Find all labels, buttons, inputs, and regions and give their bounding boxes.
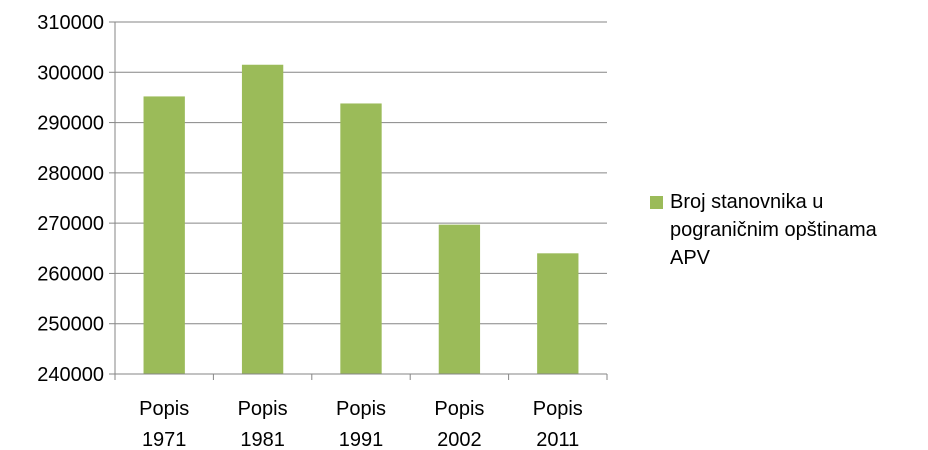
y-tick-label: 280000 (37, 163, 104, 185)
y-tick-label: 300000 (37, 62, 104, 84)
legend-swatch (650, 196, 663, 209)
y-tick-label: 260000 (37, 263, 104, 285)
bar (340, 103, 382, 374)
x-axis-labels: Popis 1971 Popis 1981 Popis 1991 Popis 2002 Popi… (139, 398, 583, 450)
x-tick-label: Popis 2002 (434, 398, 484, 450)
x-tick-label: Popis 1981 (238, 398, 288, 450)
bar (143, 96, 185, 375)
x-tick-label: Popis 1991 (336, 398, 386, 450)
y-tick-label: 240000 (37, 364, 104, 386)
y-tick-label: 250000 (37, 314, 104, 336)
x-tick-label: Popis 2011 (533, 398, 583, 450)
x-tick-label: Popis 1971 (139, 398, 189, 450)
legend: Broj stanovnika u pograničnim opštinama … (650, 188, 926, 272)
legend-label: Broj stanovnika u pograničnim opštinama … (670, 191, 877, 269)
y-axis-ticks: 240000 250000 260000 270000 280000 290000 3000… (37, 12, 104, 386)
bar (537, 253, 579, 374)
bars (143, 64, 579, 375)
y-tick-label: 270000 (37, 213, 104, 235)
axes (109, 21, 608, 380)
y-tick-label: 310000 (37, 12, 104, 34)
y-tick-label: 290000 (37, 113, 104, 135)
bar (438, 224, 481, 374)
bar (241, 64, 284, 374)
